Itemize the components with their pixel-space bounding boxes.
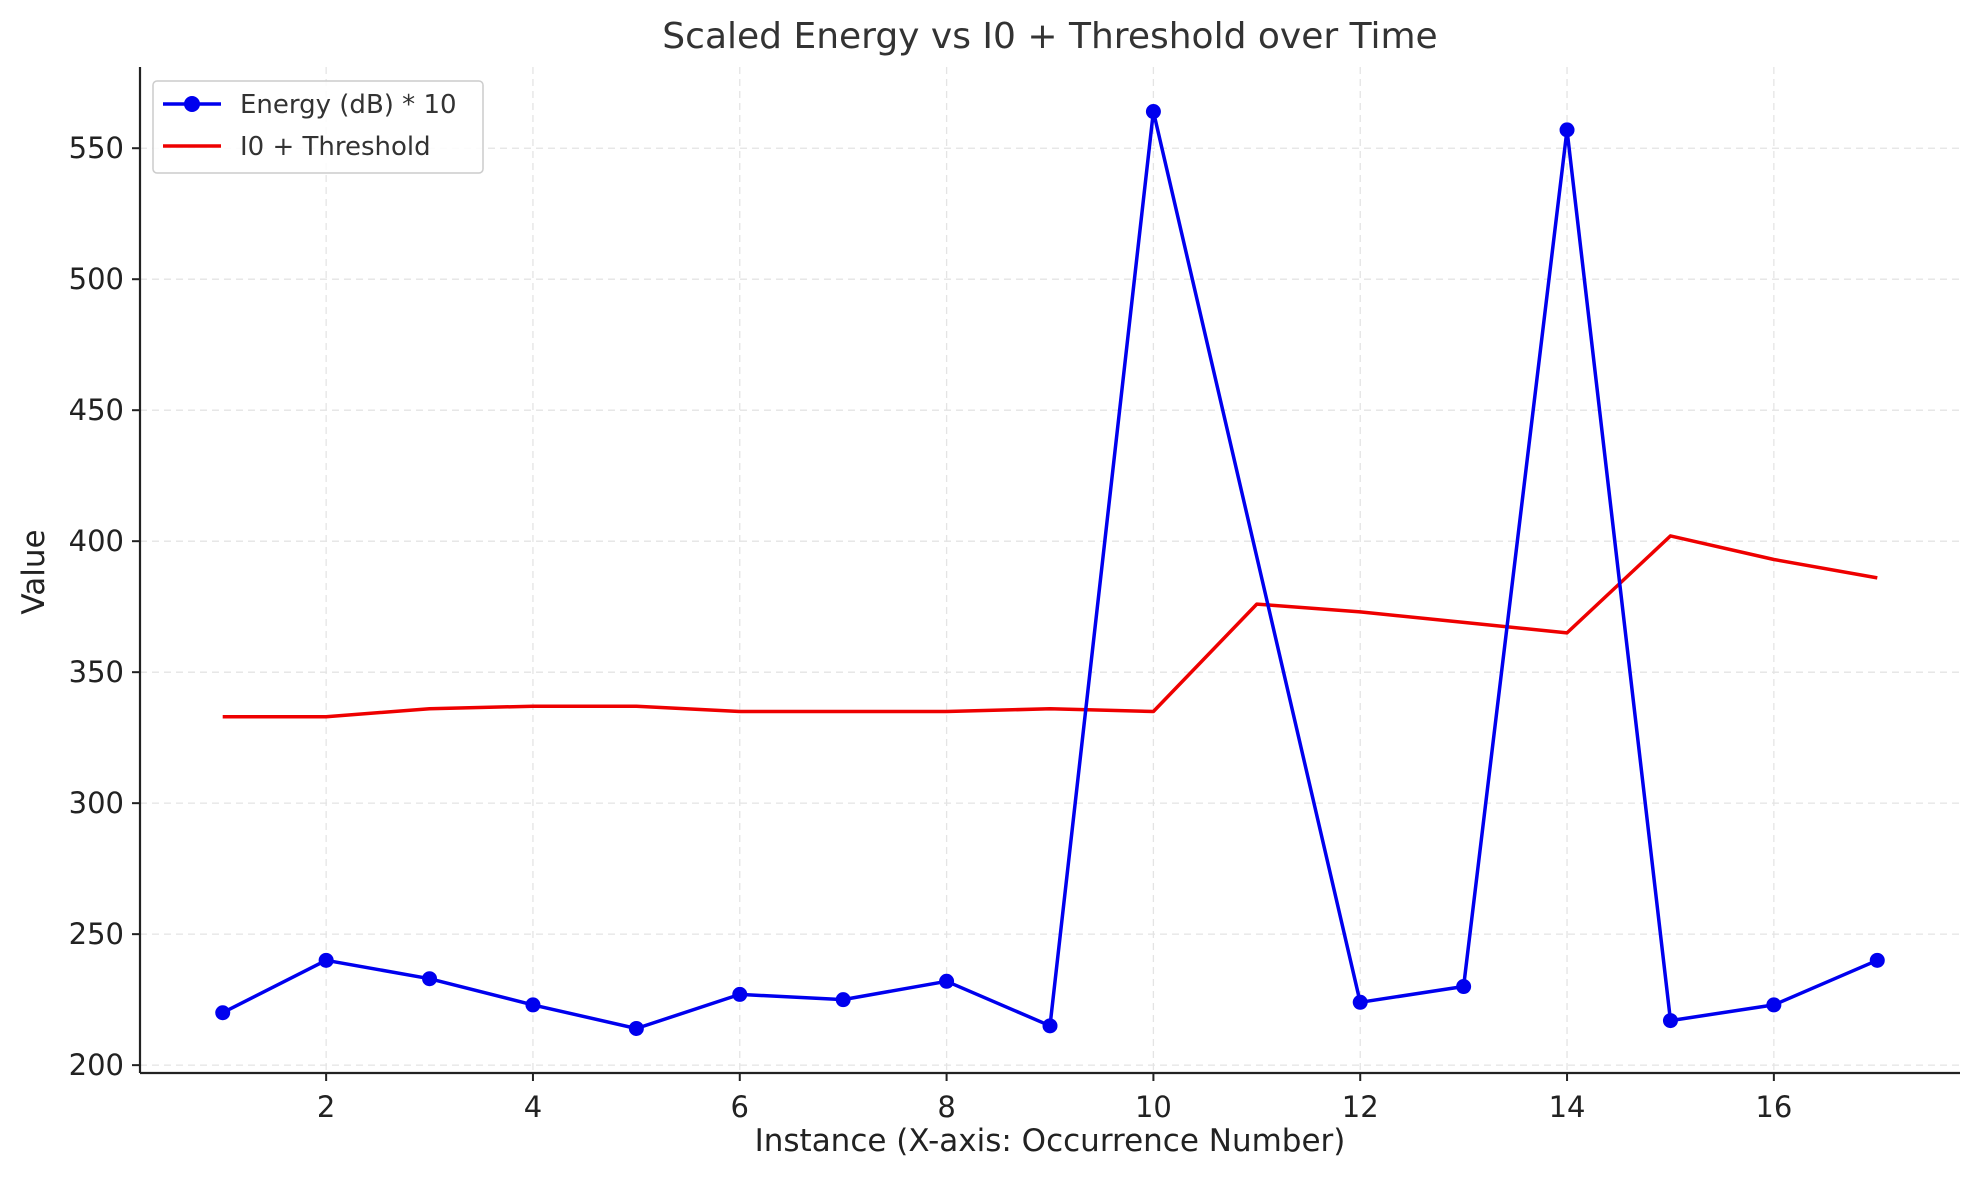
data-point-energy xyxy=(318,952,334,968)
x-axis-label: Instance (X-axis: Occurrence Number) xyxy=(755,1123,1346,1159)
legend-label-threshold: I0 + Threshold xyxy=(240,132,431,162)
x-tick-label: 14 xyxy=(1549,1090,1586,1124)
y-tick-label: 550 xyxy=(69,131,124,165)
x-tick-label: 12 xyxy=(1342,1090,1379,1124)
y-tick-label: 400 xyxy=(69,524,124,558)
data-point-energy xyxy=(1456,979,1472,995)
x-axis-ticks: 2 4 6 8 10 12 14 16 xyxy=(317,1073,1792,1124)
legend-frame xyxy=(152,80,484,174)
plot-area xyxy=(215,104,1885,1036)
data-point-energy xyxy=(1869,952,1885,968)
data-point-energy xyxy=(1145,104,1161,120)
series-line-energy xyxy=(221,109,1878,1031)
data-point-energy xyxy=(732,986,748,1002)
data-point-energy xyxy=(628,1020,644,1036)
x-tick-label: 2 xyxy=(317,1090,335,1124)
y-axis-ticks: 200 250 300 350 400 450 500 550 xyxy=(69,131,140,1082)
data-point-energy xyxy=(835,992,851,1008)
y-tick-label: 200 xyxy=(69,1048,124,1082)
data-point-energy xyxy=(1559,122,1575,138)
data-point-energy xyxy=(1352,994,1368,1010)
x-tick-label: 6 xyxy=(731,1090,749,1124)
data-point-energy xyxy=(215,1005,231,1021)
y-tick-label: 450 xyxy=(69,393,124,427)
data-point-energy xyxy=(525,997,541,1013)
data-point-energy xyxy=(1042,1018,1058,1034)
legend-marker-energy xyxy=(184,96,200,112)
x-tick-label: 16 xyxy=(1755,1090,1792,1124)
data-point-energy xyxy=(1766,997,1782,1013)
chart-title: Scaled Energy vs I0 + Threshold over Tim… xyxy=(662,16,1437,57)
y-tick-label: 350 xyxy=(69,655,124,689)
legend-label-energy: Energy (dB) * 10 xyxy=(240,90,457,120)
series-line-threshold xyxy=(222,534,1878,719)
data-point-energy xyxy=(422,971,438,987)
data-point-energy xyxy=(939,973,955,989)
x-tick-label: 4 xyxy=(524,1090,542,1124)
legend: Energy (dB) * 10 I0 + Threshold xyxy=(152,80,484,174)
gridlines xyxy=(140,67,1960,1073)
data-point-energy xyxy=(1662,1013,1678,1029)
x-tick-label: 8 xyxy=(937,1090,955,1124)
y-tick-label: 500 xyxy=(69,262,124,296)
x-tick-label: 10 xyxy=(1135,1090,1172,1124)
y-axis-label: Value xyxy=(16,529,52,614)
y-tick-label: 250 xyxy=(69,917,124,951)
y-tick-label: 300 xyxy=(69,786,124,820)
axes xyxy=(138,67,1960,1075)
